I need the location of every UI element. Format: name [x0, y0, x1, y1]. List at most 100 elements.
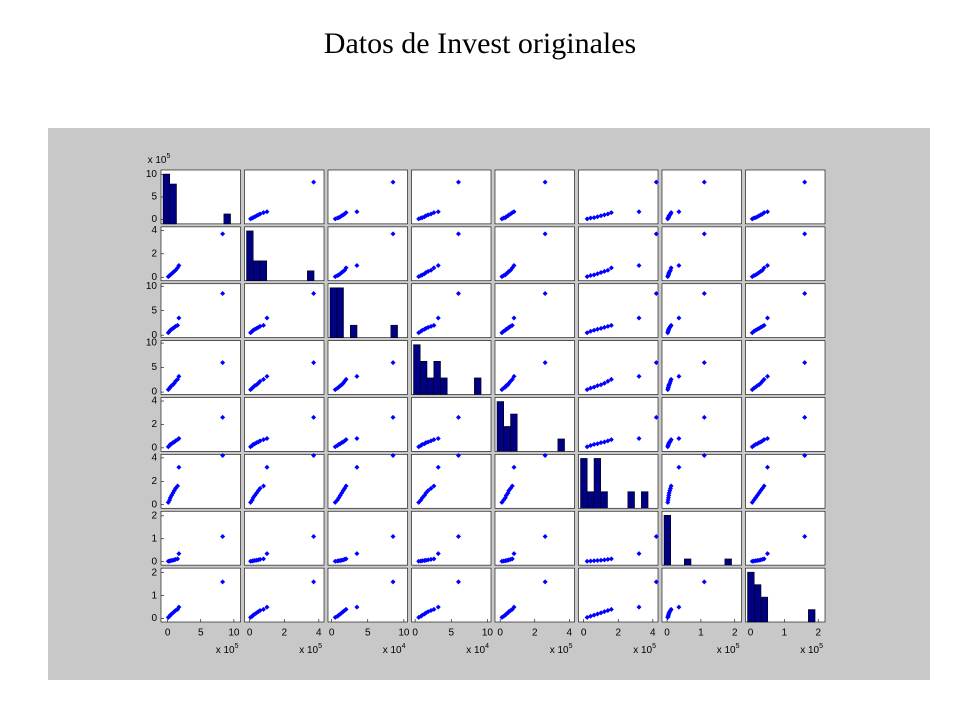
- scatter-point: [311, 579, 317, 585]
- cell: [661, 454, 742, 509]
- cell: [661, 397, 742, 452]
- scatter-point: [761, 265, 767, 271]
- scatter-point: [668, 210, 674, 216]
- x-tick-label: 0: [664, 628, 670, 639]
- y-tick-label: 5: [151, 305, 157, 316]
- scatter-point: [761, 483, 767, 489]
- scatter-point: [802, 414, 808, 420]
- scatter-point: [428, 267, 434, 273]
- scatter-point: [390, 579, 396, 585]
- scatter-point: [354, 435, 360, 441]
- histogram-bar: [329, 287, 338, 338]
- histogram-bar: [253, 260, 261, 281]
- scatter-point: [431, 483, 437, 489]
- scatter-point: [764, 373, 770, 379]
- scatter-point: [761, 376, 767, 382]
- scatter-point: [435, 464, 441, 470]
- scatter-point: [668, 265, 674, 271]
- scatter-point: [601, 557, 607, 563]
- scatter-point: [175, 556, 181, 562]
- scatter-point: [588, 215, 594, 221]
- scatter-point: [455, 179, 461, 185]
- y-tick-label: 2: [151, 510, 157, 521]
- cell: [578, 283, 659, 338]
- x-tick-label: 0: [329, 628, 335, 639]
- scatter-point: [455, 414, 461, 420]
- scatter-point: [343, 606, 349, 612]
- scatter-point: [264, 209, 270, 215]
- scatter-point: [354, 209, 360, 215]
- scatter-point: [431, 210, 437, 216]
- scatter-point: [802, 360, 808, 366]
- scatter-point: [390, 231, 396, 237]
- histogram-bar: [580, 458, 588, 509]
- scatter-point: [264, 551, 270, 557]
- histogram-bar: [496, 401, 505, 452]
- x-tick-label: 4: [650, 628, 656, 639]
- y-tick-label: 2: [151, 476, 157, 487]
- scatter-point: [676, 315, 682, 321]
- scatter-point: [542, 231, 548, 237]
- scatter-point: [542, 453, 548, 459]
- histogram-bar: [503, 426, 511, 452]
- scatter-point: [311, 360, 317, 366]
- cell: [578, 567, 659, 623]
- scatter-point: [608, 265, 614, 271]
- cell: [327, 454, 408, 509]
- scatter-point: [584, 558, 590, 564]
- scatter-point: [175, 483, 181, 489]
- scatter-point: [176, 373, 182, 379]
- x-tick-label: 2: [281, 628, 287, 639]
- scatter-point: [220, 231, 226, 237]
- cell: [661, 169, 742, 225]
- scatter-point: [701, 179, 707, 185]
- scatter-point: [435, 551, 441, 557]
- cell: [661, 340, 742, 395]
- cell: [661, 283, 742, 338]
- y-tick-label: 2: [151, 567, 157, 578]
- scatter-point: [511, 209, 517, 215]
- scatter-point: [608, 322, 614, 328]
- histogram-bar: [760, 596, 769, 623]
- scatter-point: [676, 373, 682, 379]
- scatter-point: [668, 437, 674, 443]
- x-tick-label: 10: [228, 628, 240, 639]
- histogram-bar: [259, 260, 268, 281]
- scatter-point: [653, 291, 659, 297]
- y-tick-label: 10: [146, 338, 158, 349]
- scatter-point: [509, 556, 515, 562]
- scatter-point: [220, 291, 226, 297]
- histogram-bar: [600, 491, 608, 509]
- x-tick-label: 1: [698, 628, 704, 639]
- x-tick-label: 0: [748, 628, 754, 639]
- x-tick-label: 10: [398, 628, 410, 639]
- y-tick-label: 4: [151, 396, 157, 407]
- scatter-point: [701, 414, 707, 420]
- scatter-point: [591, 441, 597, 447]
- scatter-point: [455, 579, 461, 585]
- scatter-point: [764, 435, 770, 441]
- histogram-bar: [413, 344, 421, 395]
- cell: [578, 169, 659, 225]
- x-tick-label: 2: [532, 628, 538, 639]
- scatter-point: [390, 360, 396, 366]
- scatter-point: [354, 551, 360, 557]
- axis-multiplier: x 105: [216, 643, 239, 656]
- scatter-point: [343, 556, 349, 562]
- histogram-bar: [641, 491, 649, 509]
- scatter-point: [435, 263, 441, 269]
- y-tick-label: 0: [151, 272, 157, 283]
- scatter-point: [636, 435, 642, 441]
- scatter-point: [701, 579, 707, 585]
- scatter-point: [653, 579, 659, 585]
- scatter-point: [764, 464, 770, 470]
- histogram-bar: [747, 571, 755, 623]
- histogram-bar: [162, 173, 171, 225]
- cell: [160, 510, 241, 566]
- cell: [411, 454, 492, 509]
- x-tick-label: 4: [316, 628, 322, 639]
- scatter-point: [176, 263, 182, 269]
- scatter-point: [343, 265, 349, 271]
- scatter-point: [176, 315, 182, 321]
